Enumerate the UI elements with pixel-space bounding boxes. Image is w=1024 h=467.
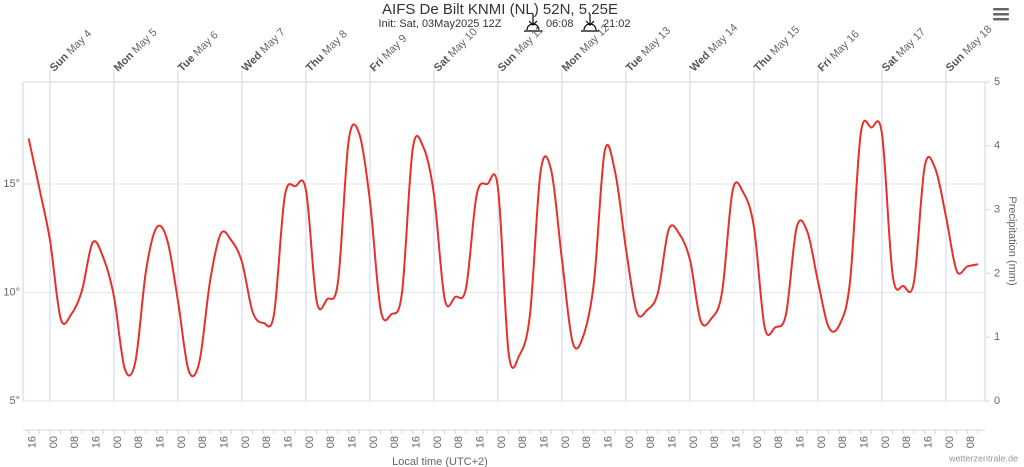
x-tick-label: 16 (155, 436, 167, 448)
x-tick-label: 00 (176, 436, 188, 448)
x-tick-label: 16 (539, 436, 551, 448)
x-tick-label: 16 (731, 436, 743, 448)
x-tick-label: 00 (240, 436, 252, 448)
x-tick-label: 00 (368, 436, 380, 448)
x-tick-label: 00 (816, 436, 828, 448)
x-tick-label: 00 (624, 436, 636, 448)
x-tick-label: 08 (581, 436, 593, 448)
temperature-line (27, 119, 979, 378)
x-tick-label: 00 (752, 436, 764, 448)
chart-title: AIFS De Bilt KNMI (NL) 52N, 5.25E (382, 1, 618, 18)
sunrise-time: 06:08 (546, 18, 574, 30)
credit: wetterzentrale.de (948, 453, 1018, 463)
x-tick-label: 16 (283, 436, 295, 448)
x-tick-label: 00 (560, 436, 572, 448)
x-tick-label: 08 (965, 436, 977, 448)
x-tick-label: 08 (325, 436, 337, 448)
x-tick-label: 00 (48, 436, 60, 448)
x-tick-label: 08 (709, 436, 721, 448)
x-tick-label: 16 (667, 436, 679, 448)
x-tick-label: 00 (496, 436, 508, 448)
x-tick-label: 16 (91, 436, 103, 448)
x-tick-label: 00 (944, 436, 956, 448)
x-tick-label: 16 (27, 436, 39, 448)
sunset-icon (581, 14, 599, 32)
x-tick-label: 00 (688, 436, 700, 448)
x-tick-label: 16 (603, 436, 615, 448)
x-tick-label: 16 (923, 436, 935, 448)
x-tick-label: 08 (517, 436, 529, 448)
sunrise-icon (524, 14, 542, 32)
y2-tick-label: 3 (994, 204, 1000, 216)
x-tick-label: 08 (901, 436, 913, 448)
x-tick-label: 16 (347, 436, 359, 448)
x-tick-label: 08 (645, 436, 657, 448)
chart-subtitle: Init: Sat, 03May2025 12Z (379, 18, 502, 30)
y2-tick-label: 1 (994, 331, 1000, 343)
x-tick-label: 08 (837, 436, 849, 448)
y2-tick-label: 0 (994, 395, 1000, 407)
x-tick-label: 00 (432, 436, 444, 448)
x-tick-label: 16 (795, 436, 807, 448)
x-tick-label: 16 (219, 436, 231, 448)
y2-tick-label: 2 (994, 267, 1000, 279)
x-tick-label: 08 (261, 436, 273, 448)
x-tick-label: 00 (112, 436, 124, 448)
y2-tick-label: 5 (994, 76, 1000, 88)
x-tick-label: 08 (69, 436, 81, 448)
x-tick-label: 08 (389, 436, 401, 448)
x-tick-label: 08 (197, 436, 209, 448)
x-tick-label: 16 (859, 436, 871, 448)
x-tick-label: 00 (880, 436, 892, 448)
y-tick-label: 5° (9, 395, 20, 407)
x-tick-label: 08 (133, 436, 145, 448)
x-tick-label: 16 (475, 436, 487, 448)
x-tick-label: 08 (453, 436, 465, 448)
sunset-time: 21:02 (603, 18, 631, 30)
menu-button[interactable] (993, 8, 1009, 21)
y2-tick-label: 4 (994, 140, 1000, 152)
x-tick-label: 00 (304, 436, 316, 448)
y2-axis-title: Precipitation (mm) (1006, 196, 1018, 285)
x-tick-label: 16 (411, 436, 423, 448)
y-tick-label: 15° (3, 178, 20, 190)
x-axis-title: Local time (UTC+2) (392, 456, 488, 467)
x-tick-label: 08 (773, 436, 785, 448)
y-tick-label: 10° (3, 286, 20, 298)
